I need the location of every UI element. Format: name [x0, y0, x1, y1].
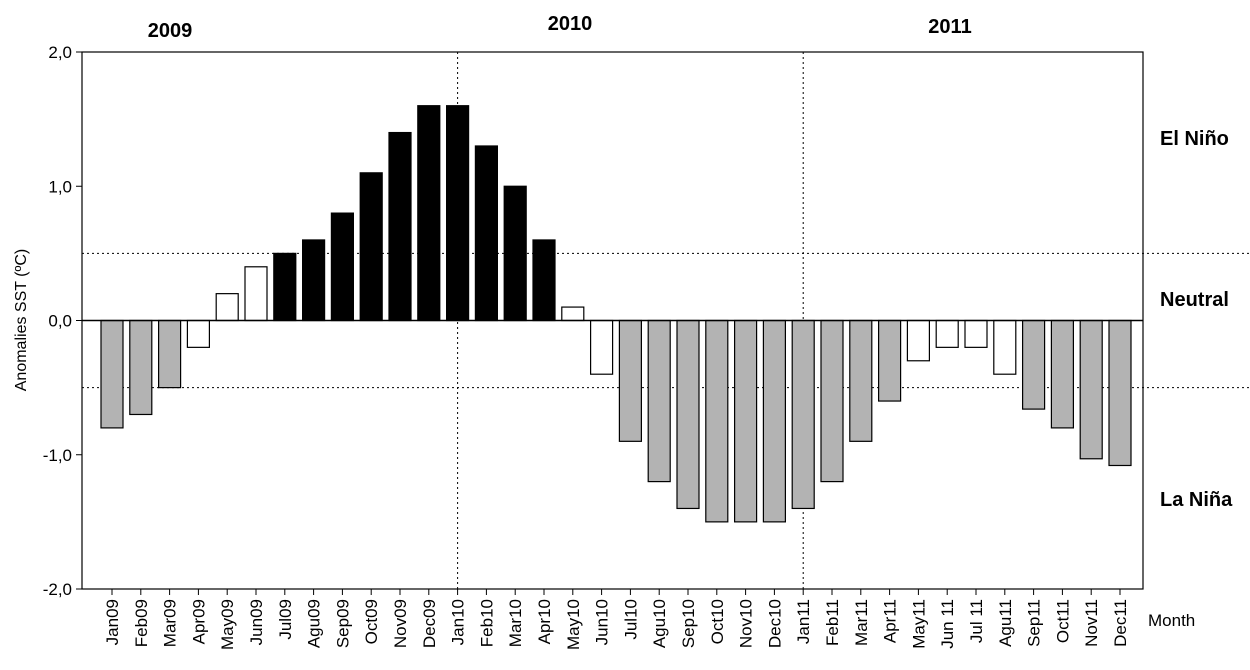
- x-tick-label: Mar10: [506, 599, 525, 647]
- bar: [762, 319, 787, 523]
- bar: [618, 319, 643, 442]
- year-label: 2010: [548, 13, 593, 35]
- x-tick-label: Jul10: [621, 599, 640, 640]
- bar: [906, 319, 931, 362]
- x-tick-label: Jan09: [103, 599, 122, 645]
- x-tick-label: May10: [564, 599, 583, 650]
- plot-frame: [81, 51, 1144, 590]
- x-tick-label: Jul 11: [967, 599, 986, 643]
- bar: [388, 131, 412, 322]
- x-tick-label: May09: [218, 599, 237, 650]
- x-tick-label: Nov10: [737, 599, 756, 648]
- bar: [503, 185, 527, 322]
- bar: [359, 172, 383, 322]
- y-tick-label: -2,0: [43, 580, 72, 599]
- bar: [1079, 319, 1103, 460]
- x-tick-label: Sep09: [333, 599, 352, 648]
- x-tick-label: Mar11: [852, 599, 871, 646]
- x-tick-label: Agu10: [650, 599, 669, 648]
- x-tick-label: Jan10: [449, 599, 468, 645]
- x-tick-label: Jul09: [276, 599, 295, 640]
- x-tick-label: Dec10: [765, 599, 784, 648]
- x-tick-label: Dec11: [1111, 599, 1130, 647]
- x-tick-label: Jun 11: [938, 599, 957, 649]
- bar: [820, 319, 844, 483]
- bar: [100, 319, 124, 429]
- bar: [791, 319, 815, 510]
- bar: [733, 319, 758, 523]
- year-label: 2009: [148, 20, 193, 42]
- bar: [446, 105, 470, 322]
- bar: [158, 319, 182, 389]
- y-axis-label: Anomalies SST (ºC): [13, 249, 30, 391]
- x-tick-label: Feb10: [477, 599, 496, 647]
- x-tick-label: Oct11: [1053, 599, 1072, 643]
- x-tick-label: Sep10: [679, 599, 698, 648]
- x-tick-label: Jun10: [593, 599, 612, 645]
- year-label: 2011: [928, 16, 971, 38]
- bar: [647, 319, 671, 483]
- bar: [129, 319, 153, 416]
- bar: [215, 293, 239, 322]
- x-tick-label: Agu09: [305, 599, 324, 648]
- x-tick-label: Jan11: [794, 599, 813, 644]
- zone-label: El Niño: [1160, 128, 1229, 150]
- x-tick-label: Apr10: [535, 599, 554, 644]
- x-tick-label: Feb11: [823, 599, 842, 646]
- x-tick-label: Apr11: [881, 599, 900, 643]
- bar: [302, 239, 326, 322]
- bar: [993, 319, 1017, 375]
- bar: [849, 319, 873, 442]
- bar: [330, 212, 354, 322]
- x-tick-label: Oct09: [362, 599, 381, 644]
- zone-label: Neutral: [1160, 289, 1229, 311]
- y-tick-label: -1,0: [43, 446, 72, 465]
- zone-label: La Niña: [1160, 489, 1233, 511]
- x-tick-label: Oct10: [708, 599, 727, 644]
- bar: [1050, 319, 1075, 429]
- bar: [1108, 319, 1132, 467]
- bar: [676, 319, 700, 510]
- bar: [1021, 319, 1046, 410]
- x-tick-label: Dec09: [420, 599, 439, 648]
- x-axis-label: Month: [1148, 611, 1195, 630]
- x-tick-label: Apr09: [189, 599, 208, 644]
- x-tick-label: Mar09: [161, 599, 180, 647]
- x-tick-label: May11: [909, 599, 928, 649]
- x-tick-label: Jun09: [247, 599, 266, 645]
- y-tick-label: 0,0: [48, 312, 72, 331]
- bar: [964, 319, 988, 348]
- bar: [273, 252, 297, 322]
- bar: [244, 266, 268, 322]
- x-tick-label: Feb09: [132, 599, 151, 647]
- x-tick-label: Sep11: [1025, 599, 1044, 647]
- bar: [877, 319, 902, 402]
- bar: [561, 306, 585, 322]
- y-tick-label: 2,0: [48, 43, 72, 62]
- bar: [532, 239, 556, 322]
- x-tick-label: Agu11: [996, 599, 1015, 647]
- x-tick-label: Nov09: [391, 599, 410, 648]
- bar: [417, 105, 441, 322]
- x-tick-label: Nov11: [1082, 599, 1101, 647]
- bar: [705, 319, 729, 523]
- bar: [186, 319, 210, 348]
- bar: [474, 145, 498, 322]
- bar: [589, 319, 614, 375]
- bar: [935, 319, 959, 348]
- y-tick-label: 1,0: [48, 177, 72, 196]
